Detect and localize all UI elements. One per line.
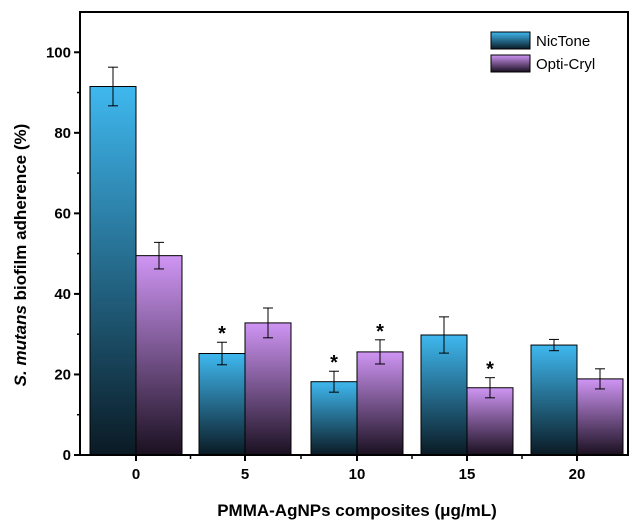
- significance-star: *: [218, 323, 226, 345]
- bars-layer: * * * *: [89, 66, 624, 456]
- y-tick-label: 20: [54, 366, 71, 383]
- bar-opti-cryl-10: [356, 351, 404, 456]
- plot-frame: [79, 11, 629, 456]
- y-axis-title: S. mutans biofilm adherence (%): [11, 124, 30, 387]
- legend: NicTone Opti-Cryl: [490, 31, 595, 73]
- bar-opti-cryl-20: [576, 378, 624, 456]
- axes-layer: 0 20 40 60 80 100 0 5 10 15 20: [46, 11, 629, 483]
- significance-star: *: [486, 359, 494, 381]
- error-bar: [549, 338, 559, 352]
- bar-opti-cryl-0: [135, 255, 183, 456]
- y-tick-label: 40: [54, 286, 71, 303]
- bar-nictone-5: [198, 353, 246, 456]
- legend-swatch: [490, 31, 531, 50]
- error-bar: [329, 370, 339, 393]
- significance-star: *: [376, 321, 384, 343]
- legend-label: Opti-Cryl: [536, 56, 595, 73]
- error-bar: [439, 316, 449, 354]
- x-tick-label: 0: [132, 466, 140, 483]
- legend-swatch: [490, 54, 531, 73]
- bar-nictone-10: [310, 381, 358, 456]
- x-tick-label: 15: [459, 466, 476, 483]
- y-tick-label: 0: [63, 447, 71, 464]
- y-tick-label: 60: [54, 205, 71, 222]
- y-tick-label: 100: [46, 44, 71, 61]
- error-bar: [154, 241, 164, 270]
- x-tick-label: 10: [349, 466, 366, 483]
- bar-opti-cryl-15: [466, 387, 514, 456]
- bar-nictone-20: [530, 344, 578, 456]
- bar-opti-cryl-5: [244, 322, 292, 456]
- x-tick-label: 20: [569, 466, 586, 483]
- x-tick-label: 5: [241, 466, 249, 483]
- error-bar: [108, 66, 118, 107]
- error-bar: [375, 339, 385, 365]
- legend-label: NicTone: [536, 33, 590, 50]
- error-bar: [595, 368, 605, 390]
- error-bar: [263, 307, 273, 339]
- bar-nictone-0: [89, 86, 137, 456]
- significance-star: *: [330, 352, 338, 374]
- error-bar: [217, 341, 227, 366]
- error-bar: [485, 377, 495, 399]
- y-tick-label: 80: [54, 125, 71, 142]
- x-axis-title: PMMA-AgNPs composites (μg/mL): [217, 501, 497, 520]
